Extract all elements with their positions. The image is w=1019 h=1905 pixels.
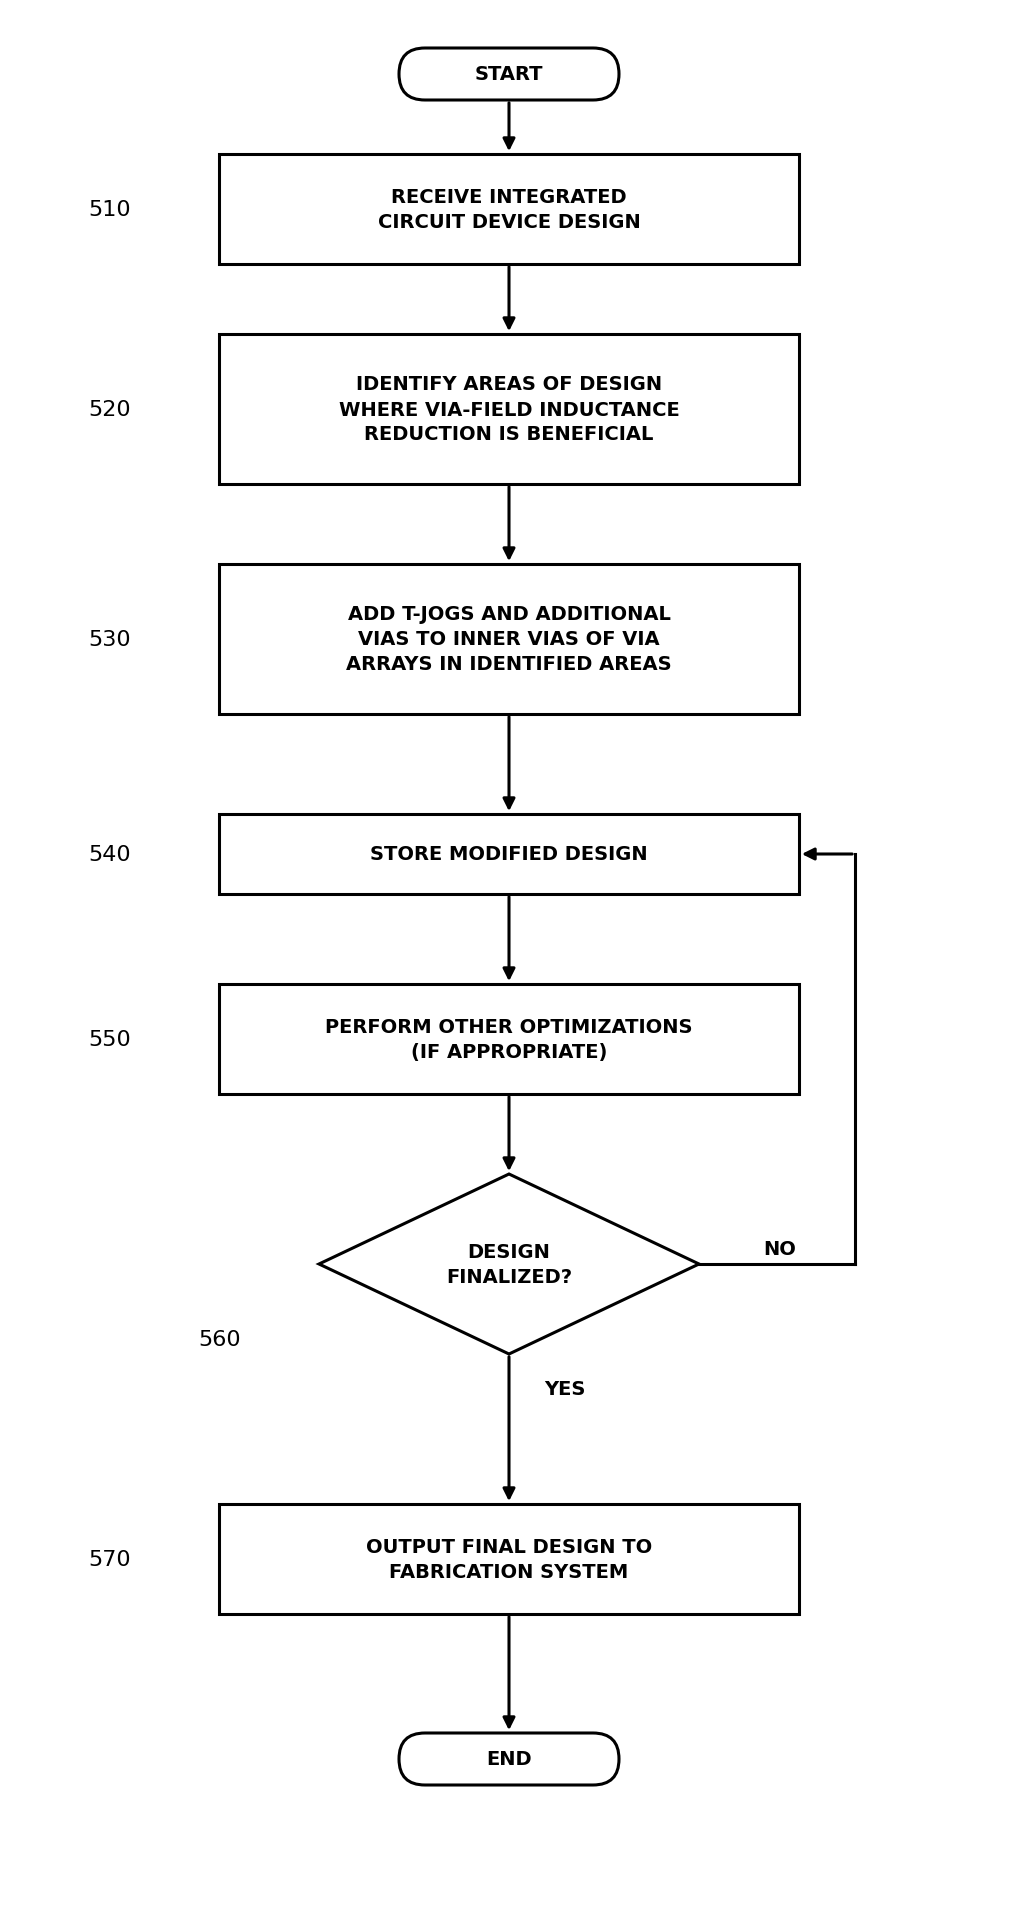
Text: END: END xyxy=(486,1749,532,1768)
FancyBboxPatch shape xyxy=(219,564,799,714)
Text: OUTPUT FINAL DESIGN TO
FABRICATION SYSTEM: OUTPUT FINAL DESIGN TO FABRICATION SYSTE… xyxy=(366,1537,652,1581)
FancyBboxPatch shape xyxy=(399,1734,619,1785)
Text: 510: 510 xyxy=(89,200,131,219)
FancyBboxPatch shape xyxy=(219,335,799,484)
Text: YES: YES xyxy=(544,1379,586,1398)
Text: RECEIVE INTEGRATED
CIRCUIT DEVICE DESIGN: RECEIVE INTEGRATED CIRCUIT DEVICE DESIGN xyxy=(378,189,640,232)
Text: START: START xyxy=(475,65,543,84)
Text: 540: 540 xyxy=(89,844,131,865)
Polygon shape xyxy=(319,1173,699,1354)
FancyBboxPatch shape xyxy=(219,815,799,895)
FancyBboxPatch shape xyxy=(219,1505,799,1614)
Text: 520: 520 xyxy=(89,400,131,419)
FancyBboxPatch shape xyxy=(399,50,619,101)
Text: 530: 530 xyxy=(89,631,131,650)
Text: ADD T-JOGS AND ADDITIONAL
VIAS TO INNER VIAS OF VIA
ARRAYS IN IDENTIFIED AREAS: ADD T-JOGS AND ADDITIONAL VIAS TO INNER … xyxy=(346,606,672,674)
Text: STORE MODIFIED DESIGN: STORE MODIFIED DESIGN xyxy=(370,846,648,865)
Text: 570: 570 xyxy=(89,1549,131,1570)
Text: NO: NO xyxy=(763,1240,797,1259)
Text: PERFORM OTHER OPTIMIZATIONS
(IF APPROPRIATE): PERFORM OTHER OPTIMIZATIONS (IF APPROPRI… xyxy=(325,1017,693,1061)
Text: 560: 560 xyxy=(199,1330,242,1349)
Text: IDENTIFY AREAS OF DESIGN
WHERE VIA-FIELD INDUCTANCE
REDUCTION IS BENEFICIAL: IDENTIFY AREAS OF DESIGN WHERE VIA-FIELD… xyxy=(338,375,680,444)
Text: 550: 550 xyxy=(89,1029,131,1050)
FancyBboxPatch shape xyxy=(219,985,799,1095)
FancyBboxPatch shape xyxy=(219,154,799,265)
Text: DESIGN
FINALIZED?: DESIGN FINALIZED? xyxy=(446,1242,572,1286)
